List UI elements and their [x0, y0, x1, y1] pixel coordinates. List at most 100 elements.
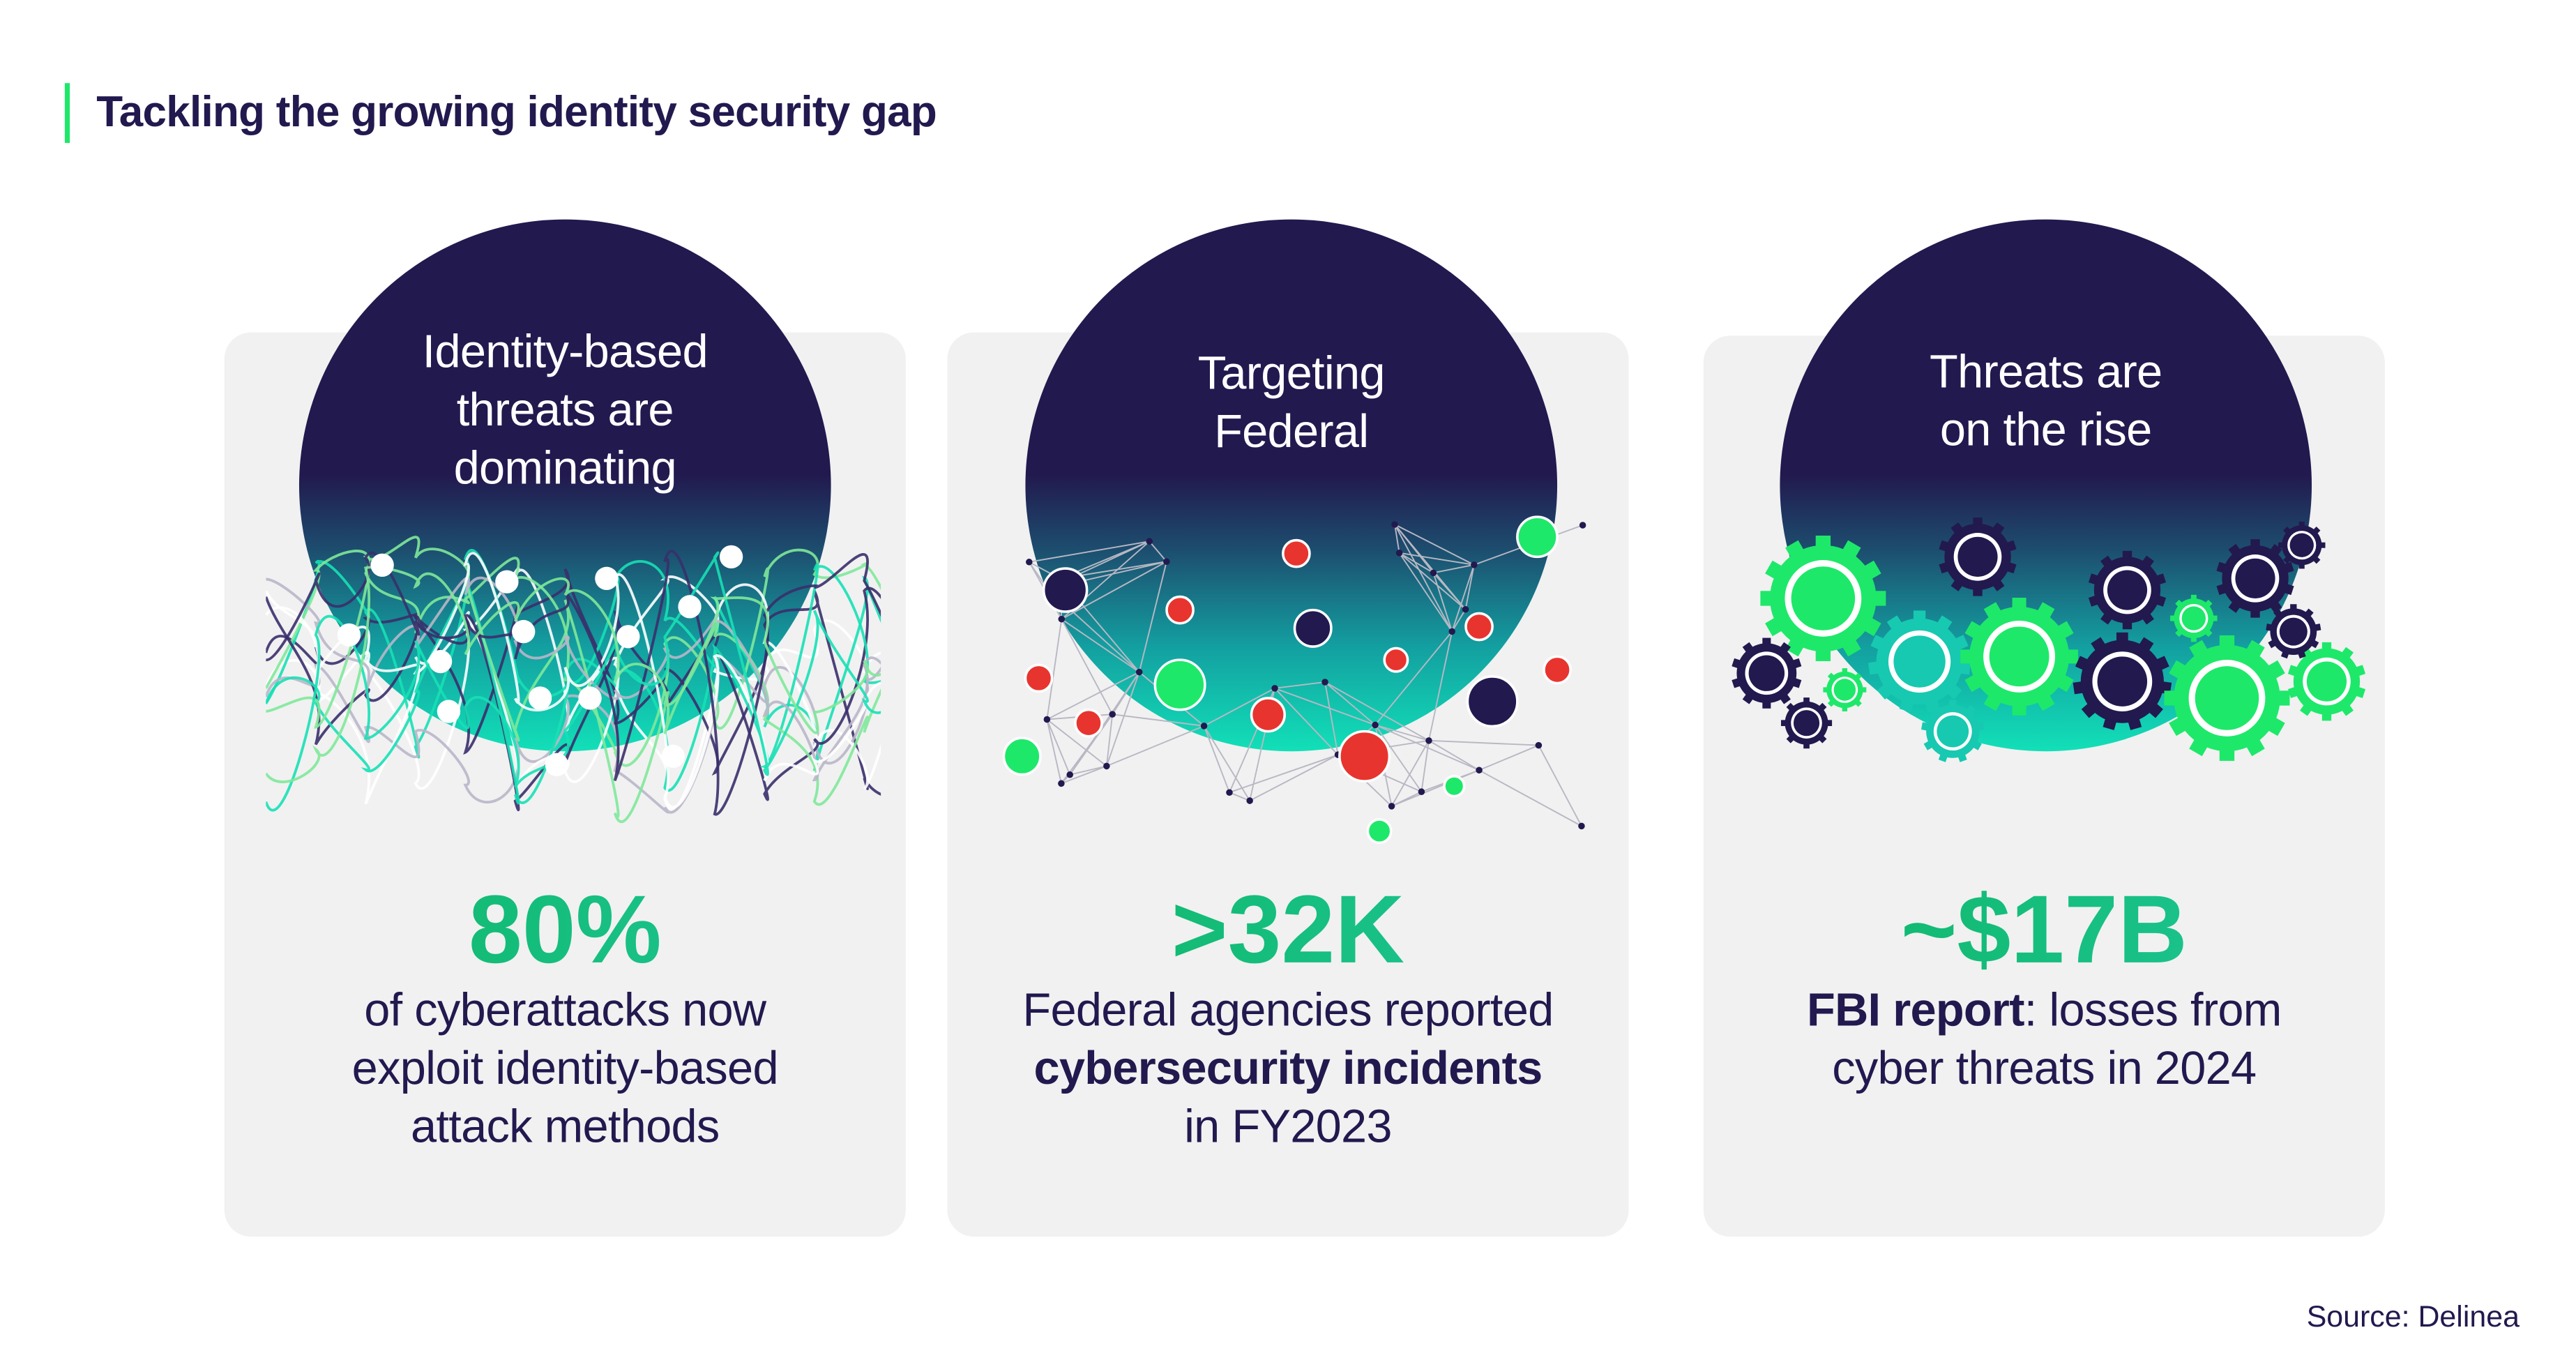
user-node-icon — [545, 753, 569, 776]
network-link — [1420, 740, 1430, 792]
gear-center-icon — [2289, 533, 2314, 557]
threat-icon — [1293, 608, 1333, 648]
tangle-line — [266, 566, 881, 783]
network-node — [1146, 538, 1153, 545]
network-link — [1432, 573, 1453, 632]
network-link — [1324, 681, 1430, 741]
network-link — [1374, 724, 1423, 792]
tangle-line — [266, 536, 881, 823]
network-node — [1103, 762, 1110, 770]
network-link — [1229, 792, 1250, 801]
network-node — [1109, 711, 1116, 718]
network-link — [1324, 681, 1339, 755]
network-link — [1391, 769, 1480, 807]
network-link — [1478, 744, 1539, 771]
heading-line: Federal — [1214, 405, 1369, 458]
network-link — [1394, 524, 1400, 553]
network-link — [1061, 561, 1167, 620]
network-link — [1451, 609, 1467, 632]
user-node-icon — [678, 595, 702, 619]
heading-line: Threats are — [1930, 345, 2162, 398]
user-node-icon — [437, 700, 461, 723]
network-link — [1428, 739, 1539, 746]
network-link — [1394, 524, 1453, 632]
threat-icon — [1543, 655, 1572, 685]
network-node — [1535, 741, 1543, 749]
stat-description: Federal agencies reported cybersecurity … — [947, 981, 1628, 1155]
network-link — [1399, 552, 1467, 610]
gear-center-icon — [2107, 570, 2148, 610]
gear-center-icon — [1833, 679, 1856, 701]
gear-center-icon — [1893, 635, 1946, 688]
network-node — [1058, 780, 1065, 787]
network-node — [1476, 766, 1483, 774]
user-node-icon — [616, 625, 640, 649]
threat-network-illustration — [1002, 515, 1586, 845]
heading-line: dominating — [453, 441, 677, 494]
tangled-network-illustration — [266, 536, 881, 823]
network-link — [1069, 713, 1113, 776]
user-node-icon — [528, 686, 552, 710]
network-link — [1203, 725, 1230, 793]
heading-circle: Targeting Federal — [1025, 219, 1558, 752]
threat-icon — [1282, 538, 1311, 568]
user-node-icon — [512, 619, 536, 644]
tangle-line — [266, 576, 881, 782]
threat-icon — [1383, 647, 1409, 673]
user-node-icon — [428, 649, 453, 674]
network-link — [1204, 688, 1275, 727]
desc-line: of cyberattacks now — [364, 983, 766, 1036]
network-link — [1324, 681, 1376, 726]
network-node — [1430, 569, 1437, 577]
network-node — [1425, 737, 1432, 744]
desc-line: cyber threats in 2024 — [1832, 1042, 2257, 1094]
network-link — [1046, 718, 1107, 767]
threat-icon — [1153, 658, 1206, 711]
heading-circle: Identity-based threats are dominating — [298, 219, 831, 752]
network-link — [1391, 740, 1430, 807]
threat-icon — [1074, 708, 1103, 738]
network-link — [1046, 719, 1062, 784]
threat-icon — [1516, 515, 1559, 559]
threat-icon — [1338, 730, 1391, 783]
gear-center-icon — [2097, 656, 2148, 707]
network-link — [1112, 713, 1204, 727]
network-link — [1249, 754, 1339, 801]
threat-icon — [1002, 737, 1042, 776]
network-link — [1274, 687, 1376, 726]
network-link — [1046, 719, 1071, 776]
network-link — [1070, 765, 1107, 776]
threat-icon — [1024, 663, 1054, 693]
network-node — [1163, 558, 1170, 565]
network-link — [1374, 724, 1430, 741]
gear-center-icon — [1937, 715, 1969, 748]
network-node — [1448, 628, 1455, 635]
network-node — [1462, 605, 1469, 613]
network-node — [1321, 679, 1328, 686]
network-link — [1464, 564, 1475, 610]
stat-value: 80% — [225, 875, 906, 986]
gear-center-icon — [2181, 606, 2206, 630]
network-node — [1418, 788, 1425, 795]
threat-icon — [1250, 697, 1287, 733]
network-link — [1029, 541, 1150, 563]
network-node — [1066, 771, 1073, 778]
stat-description: of cyberattacks now exploit identity-bas… — [225, 981, 906, 1155]
network-node — [1372, 721, 1379, 729]
gear-center-icon — [1989, 626, 2050, 687]
network-node — [1226, 789, 1233, 796]
stat-value: >32K — [947, 875, 1628, 986]
network-link — [1061, 618, 1140, 673]
network-link — [1229, 754, 1338, 794]
network-link — [1428, 740, 1480, 771]
gear-center-icon — [1957, 536, 1998, 577]
network-link — [1138, 561, 1167, 672]
network-link — [1061, 765, 1107, 785]
network-link — [1046, 671, 1140, 720]
user-node-icon — [578, 686, 602, 710]
tangle-line — [266, 551, 881, 812]
threat-icon — [1466, 675, 1519, 728]
user-node-icon — [495, 570, 519, 594]
user-node-icon — [370, 553, 394, 577]
tangle-line — [266, 567, 881, 810]
